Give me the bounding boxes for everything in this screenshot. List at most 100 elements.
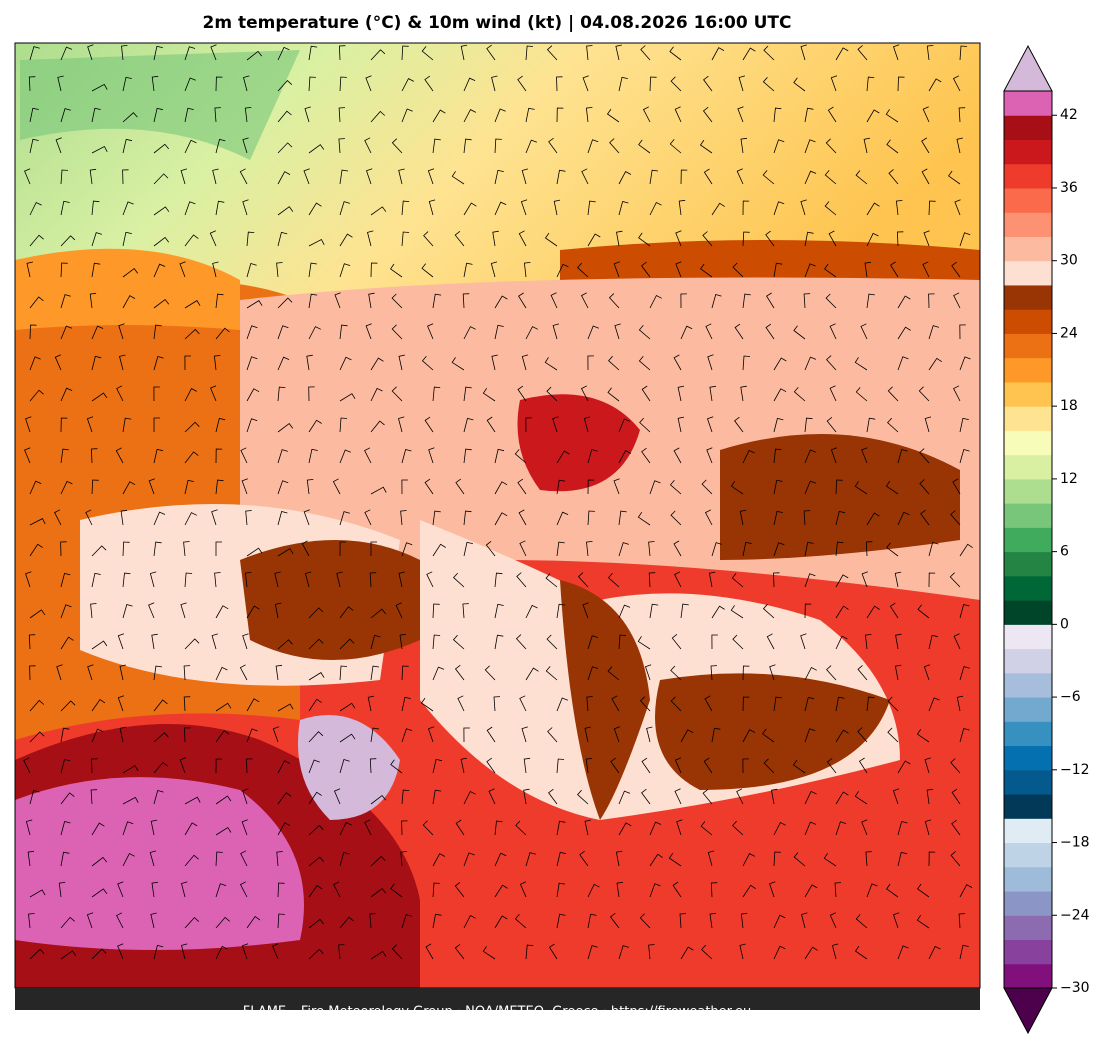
wind-barb	[150, 912, 157, 929]
wind-barb	[919, 479, 930, 495]
wind-barb	[680, 293, 687, 309]
wind-barb	[60, 417, 68, 433]
wind-barb	[556, 758, 565, 774]
wind-barb	[338, 138, 345, 154]
wind-barb	[763, 45, 775, 61]
colorbar-tick-label: −6	[1060, 689, 1081, 705]
colorbar-tick-label: 0	[1060, 616, 1069, 632]
wind-barb	[401, 78, 414, 92]
wind-barb	[924, 416, 932, 433]
colorbar-band	[1004, 891, 1052, 916]
wind-barb	[91, 728, 104, 743]
wind-barb	[364, 509, 372, 526]
wind-barb	[209, 230, 217, 247]
wind-barb	[887, 696, 899, 712]
wind-barb	[463, 109, 476, 123]
wind-barb	[339, 356, 352, 371]
wind-barb	[215, 826, 232, 836]
wind-barb	[54, 354, 62, 371]
wind-barb	[709, 385, 716, 402]
wind-barb	[618, 542, 630, 557]
wind-barb	[368, 292, 375, 309]
wind-barb	[308, 202, 322, 216]
wind-barb	[866, 76, 875, 92]
title: 2m temperature (°C) & 10m wind (kt) | 04…	[202, 13, 791, 33]
wind-barb	[246, 50, 263, 61]
wind-barb	[339, 606, 354, 619]
wind-barb	[835, 541, 844, 557]
wind-barb	[153, 448, 163, 464]
wind-barb	[734, 416, 744, 433]
wind-barb	[793, 387, 806, 402]
wind-barb	[60, 727, 70, 743]
wind-barb	[587, 200, 596, 216]
wind-barb	[240, 850, 248, 867]
wind-barb	[494, 884, 508, 898]
wind-barb	[674, 106, 682, 123]
wind-barb	[702, 789, 713, 805]
wind-barb	[277, 325, 289, 340]
wind-barb	[680, 729, 694, 743]
wind-barb	[835, 729, 849, 743]
wind-barb	[86, 416, 94, 433]
wind-barb	[921, 137, 930, 154]
wind-barb	[277, 480, 289, 495]
wind-barb	[864, 634, 872, 650]
colorbar-band	[1004, 600, 1052, 625]
wind-barb	[432, 603, 440, 619]
wind-barb	[649, 883, 661, 898]
wind-barb	[803, 510, 811, 526]
wind-barb	[577, 572, 589, 588]
wind-barb	[54, 509, 62, 526]
wind-barb	[451, 357, 465, 371]
wind-barb	[670, 696, 682, 712]
wind-barb	[401, 820, 408, 836]
wind-barb	[494, 820, 503, 836]
wind-barb	[546, 634, 558, 650]
wind-barb	[119, 664, 126, 681]
colorbar-band	[1004, 721, 1052, 747]
wind-barb	[700, 821, 713, 836]
wind-barb	[421, 356, 434, 371]
wind-barb	[668, 852, 682, 867]
wind-barb	[214, 572, 221, 588]
wind-barb	[762, 603, 775, 619]
wind-barb	[460, 757, 467, 774]
wind-barb	[959, 944, 969, 960]
wind-barb	[29, 389, 44, 402]
wind-barb	[308, 824, 324, 836]
wind-barb	[276, 851, 283, 867]
wind-barb	[928, 293, 935, 309]
wind-barb	[308, 672, 325, 681]
wind-barb	[122, 112, 138, 123]
wind-barb	[866, 605, 880, 619]
wind-barb	[463, 790, 476, 805]
wind-barb	[710, 665, 718, 681]
wind-barb	[825, 138, 837, 154]
colorbar-tick-label: −30	[1060, 980, 1090, 996]
wind-barb	[391, 386, 403, 402]
wind-barb	[556, 107, 564, 123]
wind-barb	[866, 883, 878, 898]
wind-barb	[639, 417, 651, 433]
wind-barb	[706, 447, 713, 464]
wind-barb	[60, 169, 69, 185]
wind-barb	[179, 757, 187, 774]
colorbar-band	[1004, 745, 1052, 771]
wind-barb	[428, 199, 436, 216]
wind-barb	[897, 821, 908, 836]
wind-barb	[888, 169, 899, 185]
wind-barb	[742, 884, 756, 898]
footer-credit: FLAME – Fire Meteorology Group · NOA/MET…	[243, 1005, 751, 1020]
wind-barb	[704, 695, 713, 712]
wind-barb	[892, 912, 900, 929]
wind-barb	[618, 822, 632, 836]
wind-barb	[122, 481, 136, 495]
wind-barb	[577, 789, 589, 805]
wind-barb	[339, 417, 348, 433]
wind-barb	[277, 386, 286, 402]
wind-barb	[370, 387, 383, 402]
wind-barb	[804, 139, 816, 154]
wind-barb	[587, 233, 601, 247]
wind-barb	[959, 232, 971, 247]
